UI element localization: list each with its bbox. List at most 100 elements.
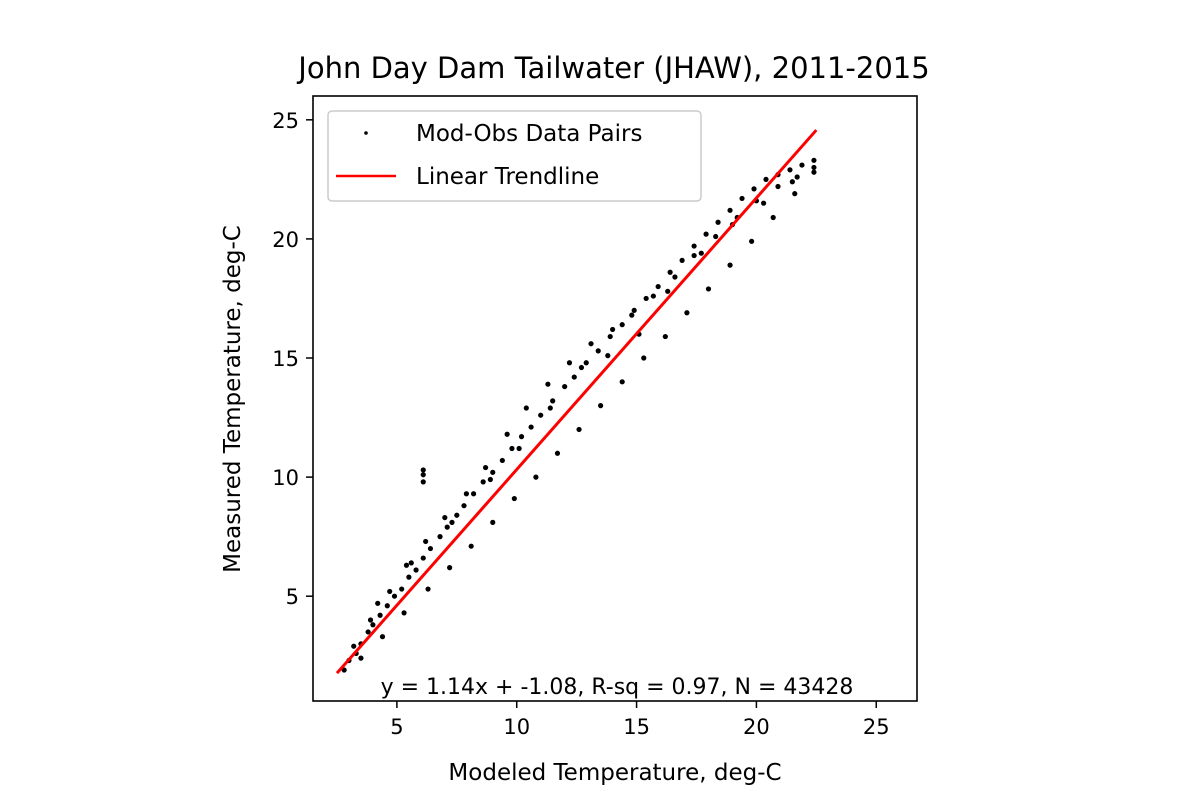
data-point bbox=[420, 479, 426, 485]
data-point bbox=[749, 238, 755, 244]
data-point bbox=[470, 491, 477, 497]
data-point bbox=[698, 250, 704, 256]
data-point bbox=[387, 588, 393, 595]
data-point bbox=[413, 567, 419, 573]
y-tick-label: 25 bbox=[272, 109, 299, 133]
data-point bbox=[442, 514, 448, 521]
trendline-layer bbox=[335, 129, 818, 675]
data-point bbox=[454, 512, 460, 518]
data-point bbox=[499, 457, 505, 464]
data-point bbox=[576, 426, 582, 433]
legend-label-points: Mod-Obs Data Pairs bbox=[416, 121, 642, 147]
data-point bbox=[437, 534, 443, 540]
data-point bbox=[619, 379, 625, 385]
y-tick-label: 20 bbox=[272, 228, 299, 252]
data-point bbox=[799, 162, 805, 168]
data-point bbox=[444, 524, 450, 530]
data-point bbox=[794, 174, 800, 180]
data-point bbox=[562, 383, 568, 390]
y-axis-label: Measured Temperature, deg-C bbox=[220, 225, 246, 573]
data-point bbox=[504, 431, 510, 437]
y-tick-label: 15 bbox=[272, 347, 299, 371]
data-point bbox=[423, 538, 429, 545]
x-tick-label: 20 bbox=[743, 715, 770, 739]
data-point bbox=[727, 262, 733, 268]
legend-marker-points bbox=[364, 131, 368, 135]
data-point bbox=[351, 643, 357, 649]
data-point bbox=[727, 207, 733, 213]
data-point bbox=[401, 610, 407, 616]
x-tick-label: 15 bbox=[623, 715, 650, 739]
x-axis-label: Modeled Temperature, deg-C bbox=[448, 760, 781, 786]
data-point bbox=[482, 464, 489, 471]
data-point bbox=[449, 519, 455, 525]
data-point bbox=[610, 326, 616, 333]
data-point bbox=[691, 243, 697, 249]
data-point bbox=[370, 622, 376, 628]
data-point bbox=[566, 360, 573, 366]
trendline bbox=[335, 129, 818, 675]
data-point bbox=[375, 600, 381, 606]
y-axis: 5 10 15 20 25 bbox=[272, 109, 313, 609]
data-point bbox=[463, 491, 469, 497]
data-point bbox=[406, 574, 412, 580]
data-point bbox=[595, 348, 601, 354]
data-point bbox=[811, 157, 817, 163]
data-point bbox=[425, 586, 431, 592]
data-point bbox=[399, 586, 405, 592]
data-point bbox=[643, 295, 649, 302]
data-point bbox=[775, 183, 781, 190]
data-point bbox=[487, 476, 493, 483]
data-point bbox=[391, 593, 398, 599]
data-point bbox=[789, 179, 795, 185]
data-point bbox=[480, 479, 486, 485]
data-point bbox=[739, 195, 745, 202]
data-point bbox=[545, 381, 551, 387]
data-point bbox=[691, 252, 697, 259]
data-point bbox=[588, 341, 594, 347]
data-point bbox=[761, 200, 767, 206]
data-point bbox=[461, 503, 467, 509]
regression-annotation: y = 1.14x + -1.08, R-sq = 0.97, N = 4342… bbox=[381, 675, 854, 700]
data-point bbox=[662, 333, 668, 340]
data-point bbox=[523, 405, 529, 411]
data-point bbox=[679, 257, 685, 263]
data-point bbox=[384, 603, 390, 609]
data-point bbox=[509, 445, 515, 452]
x-tick-label: 10 bbox=[503, 715, 530, 739]
data-points bbox=[341, 157, 817, 673]
legend-label-trendline: Linear Trendline bbox=[416, 164, 599, 190]
data-point bbox=[665, 288, 671, 294]
data-point bbox=[379, 634, 386, 640]
data-point bbox=[607, 333, 613, 340]
data-point bbox=[770, 214, 776, 221]
data-point bbox=[811, 169, 817, 175]
data-point bbox=[528, 424, 534, 430]
chart-title: John Day Dam Tailwater (JHAW), 2011-2015 bbox=[296, 51, 929, 85]
data-point bbox=[403, 562, 410, 568]
legend-box bbox=[327, 110, 702, 202]
data-point bbox=[629, 312, 635, 318]
data-point bbox=[533, 474, 539, 480]
data-point bbox=[792, 191, 798, 197]
data-point bbox=[554, 450, 561, 456]
data-point bbox=[408, 560, 414, 566]
data-point bbox=[631, 307, 637, 313]
plot-area bbox=[312, 95, 918, 702]
data-point bbox=[583, 360, 589, 366]
data-point bbox=[641, 355, 647, 361]
data-point bbox=[341, 667, 347, 673]
data-point bbox=[420, 472, 426, 478]
data-point bbox=[619, 322, 625, 328]
data-point bbox=[518, 434, 525, 440]
data-point bbox=[571, 374, 577, 380]
data-point bbox=[672, 274, 678, 280]
legend: Mod-Obs Data Pairs Linear Trendline bbox=[327, 110, 702, 202]
data-point bbox=[650, 293, 656, 299]
data-point bbox=[598, 403, 604, 409]
data-point bbox=[377, 612, 383, 618]
data-point bbox=[511, 495, 517, 502]
data-point bbox=[365, 629, 371, 635]
data-point bbox=[763, 176, 769, 182]
data-point bbox=[811, 164, 817, 171]
